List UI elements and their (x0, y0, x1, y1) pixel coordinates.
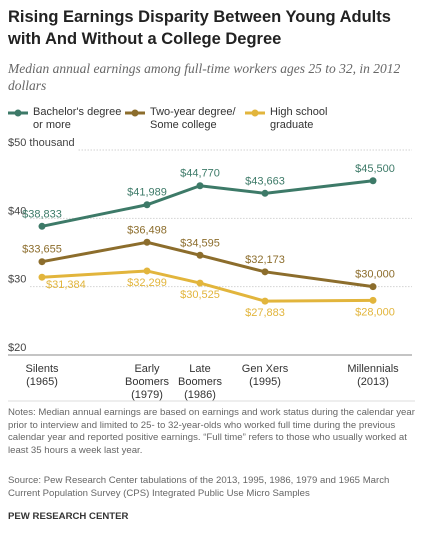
chart-title: Rising Earnings Disparity Between Young … (8, 8, 391, 48)
point (369, 283, 377, 291)
source: Source: Pew Research Center tabulations … (8, 475, 390, 499)
point (143, 267, 151, 275)
point (38, 258, 46, 266)
x-tick-label: Early Boomers (1979) (124, 363, 170, 401)
series-line (41, 179, 374, 228)
data-label: $45,500 (355, 163, 395, 175)
data-label: $32,173 (245, 254, 285, 266)
data-label: $30,525 (180, 289, 220, 301)
data-label: $36,498 (127, 224, 167, 236)
data-label: $41,989 (127, 187, 167, 199)
point (143, 201, 151, 209)
legend-label: Bachelor's degree or more (33, 106, 122, 131)
data-label: $38,833 (22, 208, 62, 220)
x-tick-label: Late Boomers (1986) (177, 363, 223, 401)
point (261, 189, 269, 197)
point (196, 182, 204, 190)
data-label: $34,595 (180, 237, 220, 249)
y-tick-label: $30 (8, 274, 26, 286)
data-label: $44,770 (180, 168, 220, 180)
data-label: $43,663 (245, 175, 285, 187)
point (369, 296, 377, 304)
data-label: $31,384 (46, 279, 86, 291)
point (369, 177, 377, 185)
notes: Notes: Median annual earnings are based … (8, 407, 415, 456)
point (196, 251, 204, 259)
legend-swatch-dot (251, 109, 259, 117)
legend-label: High school graduate (270, 106, 328, 131)
point (261, 297, 269, 305)
point (196, 279, 204, 287)
point (261, 268, 269, 276)
x-tick-label: Silents (1965) (25, 363, 59, 388)
legend-swatch-dot (131, 109, 139, 117)
credit: PEW RESEARCH CENTER (8, 511, 129, 522)
data-label: $28,000 (355, 306, 395, 318)
y-tick-label: $40 (8, 205, 26, 217)
data-label: $27,883 (245, 307, 285, 319)
x-tick-label: Gen Xers (1995) (241, 363, 289, 388)
x-tick-label: Millennials (2013) (347, 363, 399, 388)
data-label: $30,000 (355, 269, 395, 281)
legend-swatch-dot (14, 109, 22, 117)
y-tick-label: $20 (8, 342, 26, 354)
point (143, 238, 151, 246)
data-label: $32,299 (127, 277, 167, 289)
chart-subtitle: Median annual earnings among full-time w… (8, 61, 401, 93)
legend-label: Two-year degree/ Some college (150, 106, 236, 131)
data-label: $33,655 (22, 244, 62, 256)
point (38, 222, 46, 230)
point (38, 273, 46, 281)
y-tick-label: $50 thousand (8, 137, 75, 149)
